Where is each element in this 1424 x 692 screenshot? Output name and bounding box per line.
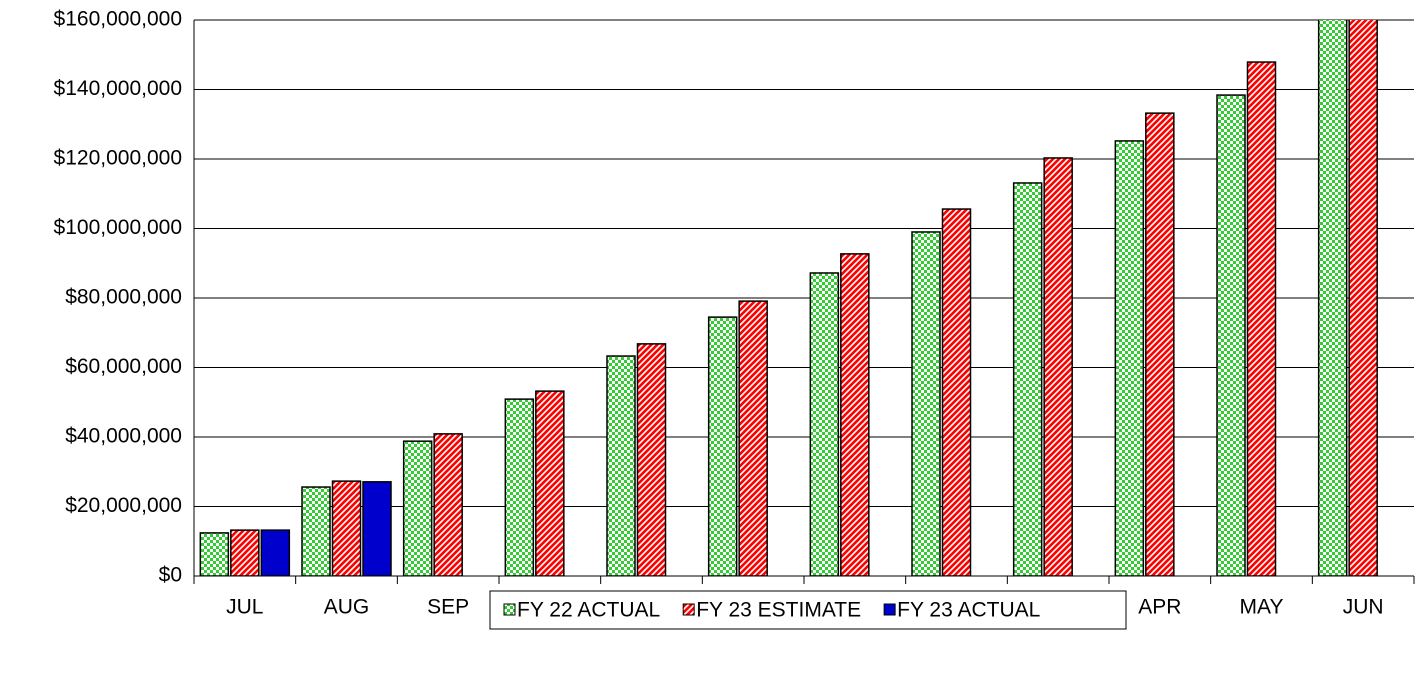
x-tick-label: AUG xyxy=(324,596,370,619)
bar xyxy=(1348,20,1378,576)
x-tick-label: JUN xyxy=(1343,596,1384,619)
bar xyxy=(362,481,392,576)
y-tick-label: $120,000,000 xyxy=(54,147,182,170)
bar xyxy=(738,300,768,576)
bar xyxy=(809,272,840,576)
y-tick-label: $20,000,000 xyxy=(65,494,182,517)
legend-swatch xyxy=(883,603,896,616)
bar xyxy=(260,529,291,576)
bar xyxy=(1246,61,1277,576)
bar xyxy=(433,433,463,576)
bar xyxy=(504,398,535,576)
x-tick-label: SEP xyxy=(427,596,469,619)
bar xyxy=(840,253,870,576)
x-tick-label: APR xyxy=(1138,596,1181,619)
bar xyxy=(535,390,565,576)
bar xyxy=(1043,157,1073,576)
bar xyxy=(331,480,362,576)
x-tick-label: JUL xyxy=(226,596,263,619)
legend-label: FY 23 ACTUAL xyxy=(897,599,1040,622)
bars xyxy=(199,20,1378,576)
legend-swatch xyxy=(503,603,516,616)
bar xyxy=(199,532,230,576)
legend-label: FY 22 ACTUAL xyxy=(517,599,660,622)
bar xyxy=(1216,94,1246,576)
y-tick-label: $80,000,000 xyxy=(65,286,182,309)
bar xyxy=(707,316,738,576)
bar xyxy=(941,208,972,576)
legend-label: FY 23 ESTIMATE xyxy=(696,599,861,622)
y-tick-label: $0 xyxy=(159,564,182,587)
legend: FY 22 ACTUAL FY 23 ESTIMATE FY 23 ACTUAL xyxy=(489,590,1127,630)
bar xyxy=(1145,112,1175,576)
bar xyxy=(1114,140,1145,576)
bar xyxy=(606,355,636,576)
y-tick-label: $100,000,000 xyxy=(54,216,182,239)
x-tick-label: MAY xyxy=(1240,596,1284,619)
bar xyxy=(1317,20,1348,576)
y-tick-label: $140,000,000 xyxy=(54,77,182,100)
bar xyxy=(301,486,331,576)
y-tick-label: $60,000,000 xyxy=(65,355,182,378)
bar xyxy=(1012,182,1043,576)
bar xyxy=(911,231,941,576)
bar xyxy=(402,440,433,576)
legend-box xyxy=(489,590,1127,630)
bar xyxy=(636,343,667,576)
y-tick-label: $160,000,000 xyxy=(54,8,182,31)
y-tick-label: $40,000,000 xyxy=(65,425,182,448)
bar xyxy=(230,529,260,576)
legend-swatch xyxy=(682,603,695,616)
